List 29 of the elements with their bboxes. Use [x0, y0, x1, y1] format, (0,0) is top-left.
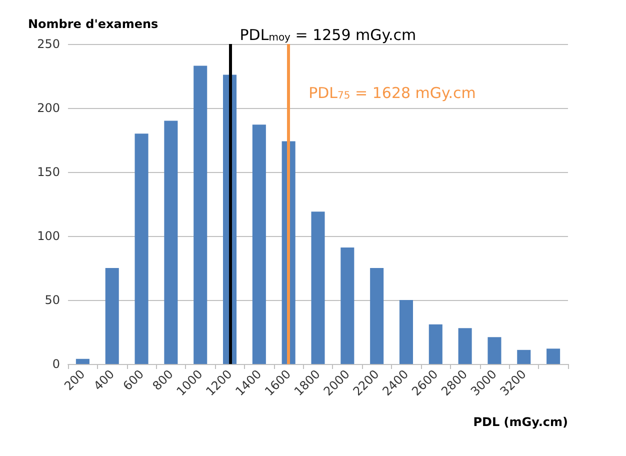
- bar: [546, 348, 560, 364]
- y-tick-label: 150: [37, 165, 60, 179]
- bar: [105, 268, 119, 364]
- y-tick-label: 50: [44, 293, 60, 307]
- y-tick-label: 0: [52, 357, 60, 371]
- ref-line-label: PDL75 = 1628 mGy.cm: [308, 84, 476, 102]
- bar: [370, 268, 384, 364]
- bar: [340, 248, 354, 364]
- bar: [458, 328, 472, 364]
- y-tick-label: 100: [37, 229, 60, 243]
- x-tick-label: 600: [120, 367, 146, 394]
- bar: [134, 134, 148, 364]
- bar: [194, 66, 208, 364]
- y-tick-label: 200: [37, 101, 60, 115]
- y-axis-title: Nombre d'examens: [28, 17, 158, 31]
- x-axis-title: PDL (mGy.cm): [473, 415, 568, 429]
- bar: [252, 124, 266, 364]
- bar: [517, 350, 531, 364]
- bar: [399, 300, 413, 364]
- ref-line-label: PDLmoy = 1259 mGy.cm: [240, 26, 416, 44]
- y-tick-label: 250: [37, 37, 60, 51]
- bar: [311, 212, 325, 364]
- bar: [428, 324, 442, 364]
- bar: [76, 358, 90, 364]
- x-tick-label: 800: [150, 367, 176, 394]
- x-tick-label: 400: [90, 367, 118, 394]
- bar: [164, 120, 178, 364]
- bar: [488, 337, 502, 364]
- x-tick-label: 200: [62, 367, 88, 394]
